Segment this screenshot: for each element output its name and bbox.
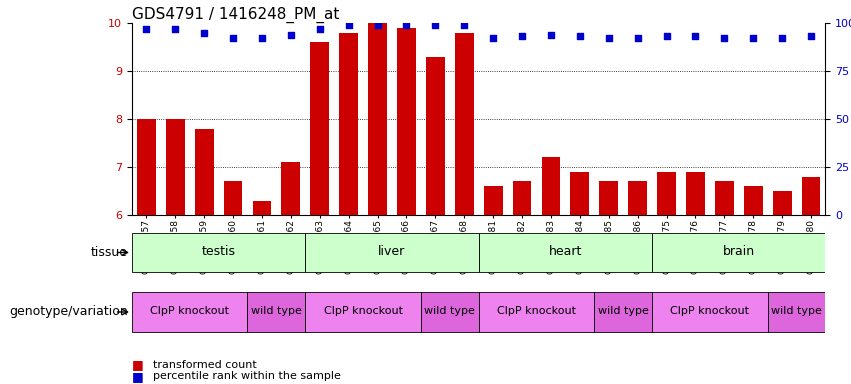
Text: ClpP knockout: ClpP knockout (497, 306, 576, 316)
Text: wild type: wild type (597, 306, 648, 316)
Text: percentile rank within the sample: percentile rank within the sample (153, 371, 341, 381)
Bar (652, 233, 825, 272)
Point (544, 31, 557, 38)
Point (746, 35, 760, 41)
Point (284, 31, 298, 38)
Point (458, 22, 471, 28)
Text: wild type: wild type (251, 306, 302, 316)
Bar (599, 182, 618, 215)
Text: heart: heart (549, 245, 582, 258)
Point (371, 22, 385, 28)
Bar (744, 186, 762, 215)
Bar (478, 233, 652, 272)
Bar (594, 292, 652, 332)
Bar (306, 292, 421, 332)
Bar (483, 186, 503, 215)
Bar (137, 119, 156, 215)
Bar (628, 182, 647, 215)
Text: liver: liver (379, 245, 406, 258)
Bar (306, 233, 478, 272)
Point (717, 35, 731, 41)
Bar (132, 233, 306, 272)
Bar (340, 33, 358, 215)
Text: brain: brain (722, 245, 755, 258)
Point (197, 30, 211, 36)
Point (226, 35, 240, 41)
Bar (426, 56, 445, 215)
Bar (248, 292, 306, 332)
Text: ClpP knockout: ClpP knockout (323, 306, 403, 316)
Point (429, 22, 443, 28)
Point (660, 33, 673, 40)
Bar (512, 182, 531, 215)
Bar (421, 292, 478, 332)
Point (602, 35, 615, 41)
Bar (311, 42, 329, 215)
Bar (541, 157, 560, 215)
Bar (478, 292, 594, 332)
Point (688, 33, 702, 40)
Text: wild type: wild type (425, 306, 475, 316)
Text: transformed count: transformed count (153, 360, 257, 370)
Bar (686, 172, 705, 215)
Bar (166, 119, 185, 215)
Bar (195, 129, 214, 215)
Bar (454, 33, 474, 215)
Bar (657, 172, 676, 215)
Text: wild type: wild type (771, 306, 822, 316)
Point (486, 35, 500, 41)
Point (631, 35, 644, 41)
Bar (715, 182, 734, 215)
Text: ■: ■ (132, 358, 144, 371)
Text: ClpP knockout: ClpP knockout (671, 306, 750, 316)
Bar (397, 28, 416, 215)
Text: ClpP knockout: ClpP knockout (151, 306, 229, 316)
Text: GDS4791 / 1416248_PM_at: GDS4791 / 1416248_PM_at (132, 7, 340, 23)
Point (342, 22, 356, 28)
Bar (253, 201, 271, 215)
Bar (224, 182, 243, 215)
Bar (368, 23, 387, 215)
Point (400, 22, 414, 28)
Text: testis: testis (202, 245, 236, 258)
Point (515, 33, 528, 40)
Point (313, 26, 327, 32)
Point (573, 33, 586, 40)
Point (804, 33, 818, 40)
Point (775, 35, 789, 41)
Point (140, 26, 153, 32)
Bar (802, 177, 820, 215)
Bar (282, 162, 300, 215)
Bar (652, 292, 768, 332)
Text: ■: ■ (132, 370, 144, 383)
Bar (570, 172, 589, 215)
Bar (132, 292, 248, 332)
Text: genotype/variation: genotype/variation (9, 306, 128, 318)
Point (255, 35, 269, 41)
Bar (773, 191, 791, 215)
Bar (768, 292, 825, 332)
Point (168, 26, 182, 32)
Text: tissue: tissue (91, 246, 128, 259)
